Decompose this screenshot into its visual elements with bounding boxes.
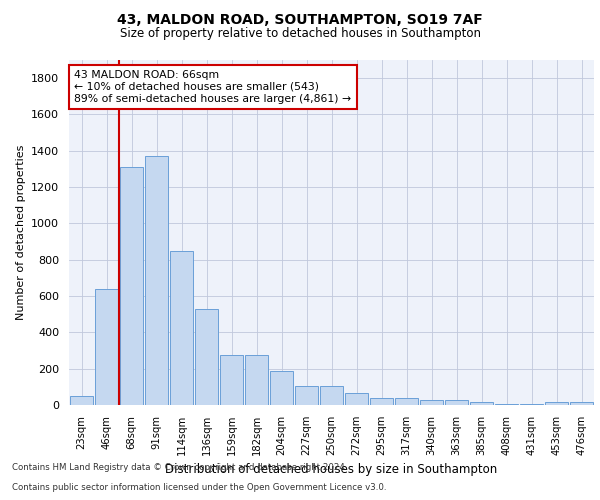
Bar xyxy=(295,386,318,405)
Bar xyxy=(70,396,93,405)
Bar xyxy=(445,400,468,405)
Text: Contains public sector information licensed under the Open Government Licence v3: Contains public sector information licen… xyxy=(12,484,386,492)
Bar xyxy=(320,386,343,405)
Bar xyxy=(95,289,118,405)
Bar xyxy=(520,404,543,405)
Text: 43, MALDON ROAD, SOUTHAMPTON, SO19 7AF: 43, MALDON ROAD, SOUTHAMPTON, SO19 7AF xyxy=(117,12,483,26)
Bar xyxy=(395,398,418,405)
Bar xyxy=(570,402,593,405)
Bar xyxy=(370,398,393,405)
Text: Size of property relative to detached houses in Southampton: Size of property relative to detached ho… xyxy=(119,28,481,40)
Text: 43 MALDON ROAD: 66sqm
← 10% of detached houses are smaller (543)
89% of semi-det: 43 MALDON ROAD: 66sqm ← 10% of detached … xyxy=(74,70,352,104)
Y-axis label: Number of detached properties: Number of detached properties xyxy=(16,145,26,320)
Bar xyxy=(545,402,568,405)
Bar xyxy=(170,250,193,405)
Bar xyxy=(470,402,493,405)
Bar xyxy=(220,355,243,405)
Bar xyxy=(270,372,293,405)
Bar xyxy=(420,400,443,405)
Bar xyxy=(345,393,368,405)
Bar xyxy=(145,156,168,405)
Text: Contains HM Land Registry data © Crown copyright and database right 2024.: Contains HM Land Registry data © Crown c… xyxy=(12,464,347,472)
Bar xyxy=(195,309,218,405)
Bar xyxy=(245,355,268,405)
Bar xyxy=(495,404,518,405)
Bar xyxy=(120,167,143,405)
X-axis label: Distribution of detached houses by size in Southampton: Distribution of detached houses by size … xyxy=(166,464,497,476)
